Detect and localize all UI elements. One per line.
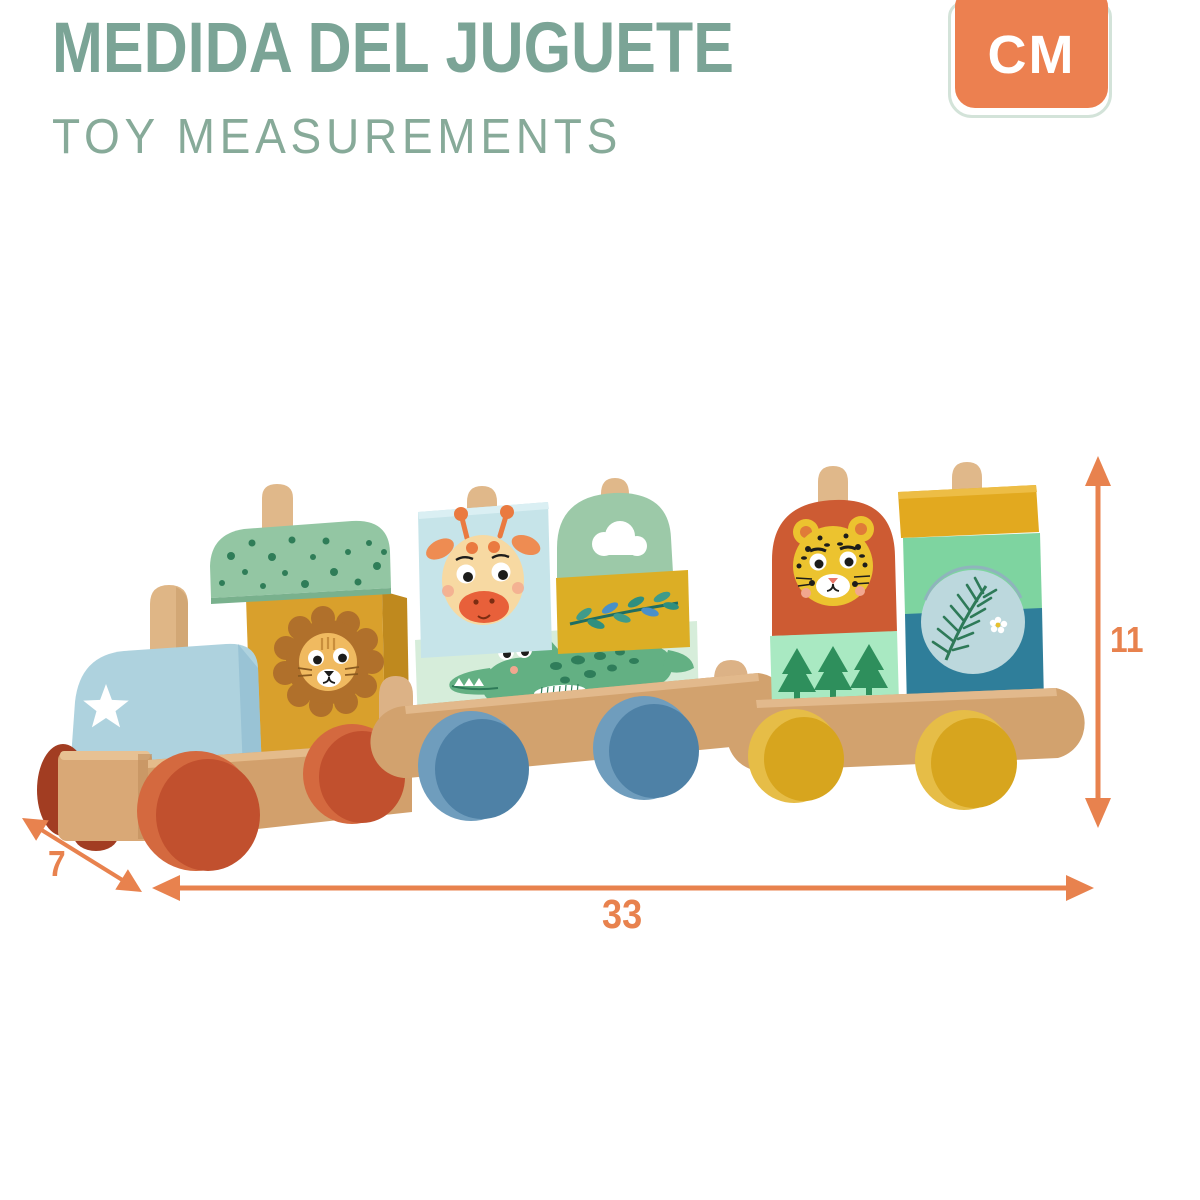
length-arrow — [152, 875, 1094, 901]
branch-block — [556, 570, 690, 654]
leopard-peg — [818, 466, 848, 502]
cloud-arch-block — [557, 478, 673, 581]
rear-wagon-wheels — [748, 709, 1017, 810]
giraffe-icon — [426, 505, 541, 625]
height-arrow — [1085, 456, 1111, 828]
wheel — [748, 709, 844, 803]
engine-car — [37, 484, 412, 871]
wheel — [593, 696, 699, 800]
chimney — [150, 585, 188, 660]
leopard-face-icon — [793, 516, 874, 606]
unit-badge-label: CM — [987, 25, 1076, 85]
middle-wagon-wheels — [418, 696, 699, 821]
engine-cab — [70, 643, 262, 772]
flower-icon — [989, 616, 1008, 634]
page-subtitle: TOY MEASUREMENTS — [52, 110, 623, 164]
length-label: 33 — [602, 891, 643, 937]
roof-peg — [262, 484, 293, 528]
pine-tree-block — [770, 631, 899, 708]
leopard-block — [772, 466, 897, 636]
palm-disc — [921, 565, 1025, 674]
palm-leaf-icon — [931, 576, 1008, 661]
wheel — [915, 710, 1017, 810]
page-title: MEDIDA DEL JUGUETE — [52, 9, 734, 88]
height-label: 11 — [1110, 619, 1144, 660]
cap-block — [898, 462, 1039, 538]
lion-face-icon — [273, 606, 384, 717]
rear-wagon — [726, 462, 1085, 810]
unit-badge: CM — [955, 0, 1108, 108]
middle-wagon — [370, 478, 791, 821]
depth-label: 7 — [48, 843, 66, 884]
speckled-roof-block — [210, 484, 391, 604]
wheel — [137, 751, 260, 871]
cap-peg — [952, 462, 982, 496]
leaf-branch-icon — [569, 591, 679, 629]
roof-speckles — [219, 536, 387, 589]
pine-trees-icon — [778, 644, 888, 699]
star-icon — [83, 684, 129, 728]
depth-arrow — [22, 818, 142, 892]
giraffe-block — [418, 486, 552, 658]
cloud-icon — [592, 521, 647, 556]
wheel — [418, 711, 529, 821]
